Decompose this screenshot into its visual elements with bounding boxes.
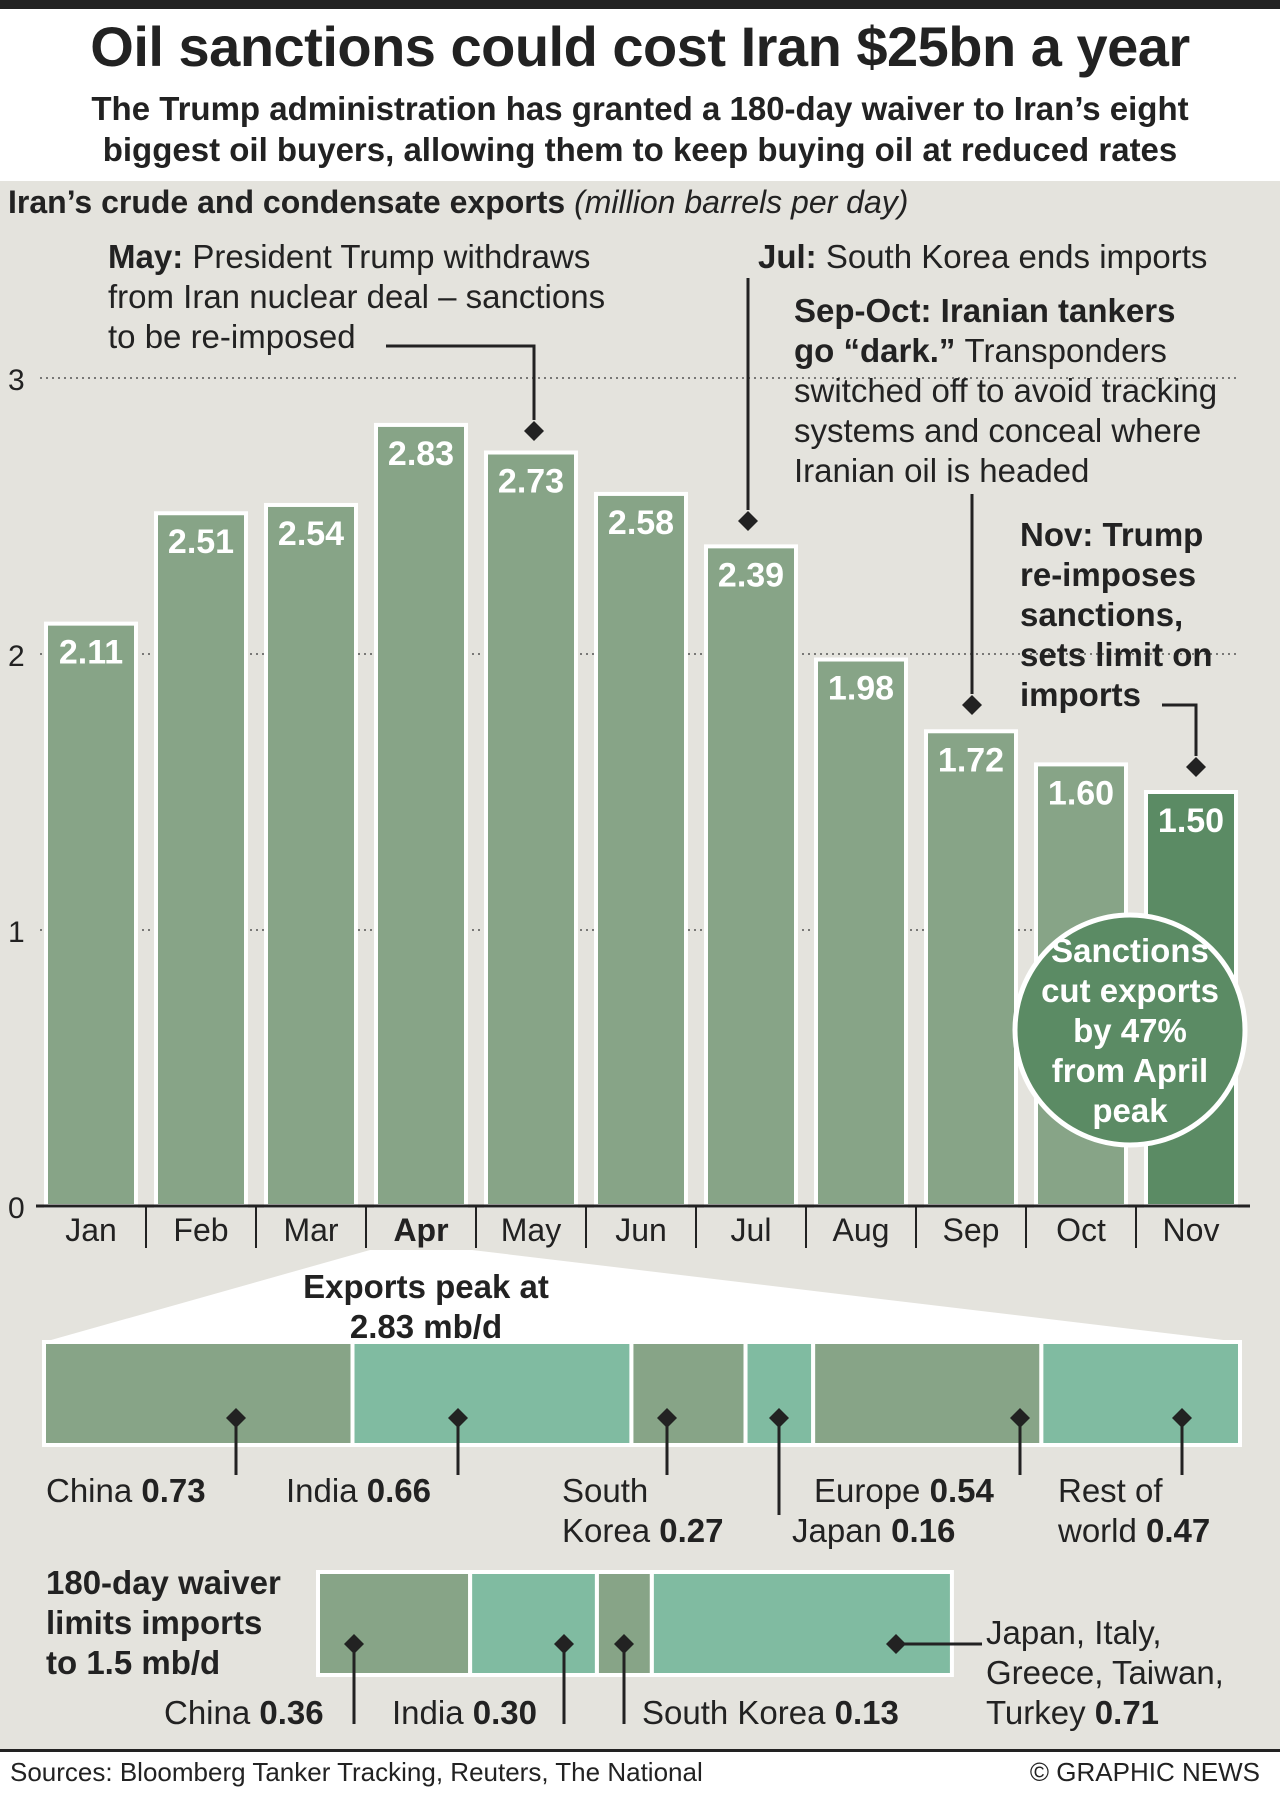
bar-value-label: 1.50 <box>1158 802 1224 840</box>
peak-segment-label: China 0.73 <box>46 1472 206 1509</box>
annotation-sepoct-marker <box>962 695 982 715</box>
peak-breakdown-label: Exports peak at <box>303 1268 549 1305</box>
bar-feb <box>154 511 248 1208</box>
sanctions-callout-text: by 47% <box>1073 1012 1187 1049</box>
annotation-may-line: from Iran nuclear deal – sanctions <box>108 278 605 315</box>
bar-jan <box>44 621 138 1208</box>
sanctions-callout-text: peak <box>1092 1092 1168 1129</box>
y-tick-label: 3 <box>8 364 25 397</box>
waiver-segment-label: Japan, Italy, <box>986 1614 1162 1651</box>
waiver-segment <box>316 1570 473 1677</box>
bar-value-label: 1.72 <box>938 741 1004 779</box>
bar-jun <box>594 491 688 1209</box>
bar-value-label: 1.98 <box>828 670 894 708</box>
x-tick-label: Mar <box>283 1212 338 1248</box>
x-tick-label: Oct <box>1056 1212 1106 1248</box>
chart-heading-title: Iran’s crude and condensate exports <box>8 184 566 220</box>
annotation-may-line: May: President Trump withdraws <box>108 238 590 275</box>
bar-may <box>484 450 578 1208</box>
page-title: Oil sanctions could cost Iran $25bn a ye… <box>90 15 1190 78</box>
annotation-sepoct-line: switched off to avoid tracking <box>794 372 1217 409</box>
waiver-segment <box>649 1570 954 1677</box>
y-tick-label: 0 <box>8 1192 25 1225</box>
peak-segment <box>42 1340 355 1447</box>
waiver-breakdown-label: to 1.5 mb/d <box>46 1644 220 1681</box>
waiver-segment-label: Greece, Taiwan, <box>986 1654 1224 1691</box>
peak-segment-label: Europe 0.54 <box>814 1472 994 1509</box>
page-subtitle: The Trump administration has granted a 1… <box>91 90 1189 168</box>
peak-segment-label: Japan 0.16 <box>792 1512 955 1549</box>
chart-heading-units: (million barrels per day) <box>574 184 909 220</box>
x-tick-label: Feb <box>173 1212 228 1248</box>
peak-zoom-wedge <box>44 1250 1240 1342</box>
bar-jul <box>704 544 798 1208</box>
annotation-jul-marker <box>738 511 758 531</box>
waiver-segment-label: Turkey 0.71 <box>986 1694 1159 1731</box>
waiver-segment-label: India 0.30 <box>392 1694 537 1731</box>
bar-apr <box>374 422 468 1209</box>
bar-value-label: 1.60 <box>1048 774 1114 812</box>
y-tick-label: 1 <box>8 916 25 949</box>
waiver-breakdown-label: 180-day waiver <box>46 1564 281 1601</box>
bar-value-label: 2.73 <box>498 463 564 501</box>
waiver-breakdown-label: limits imports <box>46 1604 262 1641</box>
peak-segment <box>811 1340 1044 1447</box>
annotation-jul: Jul: South Korea ends imports <box>758 238 1207 275</box>
annotation-may-line: to be re-imposed <box>108 318 356 355</box>
bar-value-label: 2.11 <box>59 634 123 672</box>
peak-segment <box>629 1340 748 1447</box>
annotation-nov-line: re-imposes <box>1020 556 1196 593</box>
peak-segment <box>1039 1340 1242 1447</box>
x-tick-label: Jul <box>731 1212 772 1248</box>
x-tick-label: May <box>501 1212 561 1248</box>
annotation-nov-leader <box>1162 703 1198 756</box>
annotation-may-leader <box>386 344 536 420</box>
copyright-credit: © GRAPHIC NEWS <box>1029 1757 1260 1787</box>
sanctions-callout-text: cut exports <box>1041 972 1219 1009</box>
bar-value-label: 2.54 <box>278 515 344 553</box>
peak-segment-label: Korea 0.27 <box>562 1512 723 1549</box>
bar-aug <box>814 657 908 1208</box>
peak-segment <box>350 1340 634 1447</box>
waiver-segment-label: South Korea 0.13 <box>642 1694 899 1731</box>
peak-segment-label: Rest of <box>1058 1472 1163 1509</box>
annotation-nov-line: imports <box>1020 676 1141 713</box>
x-tick-label: Sep <box>943 1212 1000 1248</box>
sanctions-callout-text: from April <box>1052 1052 1208 1089</box>
peak-segment-label: world 0.47 <box>1057 1512 1210 1549</box>
annotation-sepoct-line: Sep-Oct: Iranian tankers <box>794 292 1175 329</box>
waiver-segment <box>468 1570 599 1677</box>
annotation-may-marker <box>524 421 544 441</box>
bar-sep <box>924 729 1018 1209</box>
peak-segment-label: South <box>562 1472 648 1509</box>
bar-value-label: 2.58 <box>608 504 674 542</box>
bar-value-label: 2.51 <box>168 523 234 561</box>
peak-breakdown-label: 2.83 mb/d <box>350 1308 502 1345</box>
annotation-nov-marker <box>1186 757 1206 777</box>
x-tick-label: Jun <box>615 1212 667 1248</box>
sanctions-callout-text: Sanctions <box>1051 932 1209 969</box>
bar-value-label: 2.83 <box>388 435 454 473</box>
peak-segment-label: India 0.66 <box>286 1472 431 1509</box>
footer-rule <box>0 1749 1280 1752</box>
bar-mar <box>264 502 358 1208</box>
sources-note: Sources: Bloomberg Tanker Tracking, Reut… <box>10 1757 703 1787</box>
x-tick-label: Aug <box>833 1212 890 1248</box>
annotation-nov-line: Nov: Trump <box>1020 516 1203 553</box>
annotation-sepoct-line: systems and conceal where <box>794 412 1201 449</box>
y-tick-label: 2 <box>8 640 25 673</box>
x-tick-label: Apr <box>393 1212 448 1248</box>
annotation-sepoct-line: Iranian oil is headed <box>794 452 1089 489</box>
annotation-sepoct-line: go “dark.” Transponders <box>794 332 1167 369</box>
x-tick-label: Jan <box>65 1212 117 1248</box>
annotation-nov-line: sets limit on <box>1020 636 1213 673</box>
chart-heading: Iran’s crude and condensate exports (mil… <box>8 184 908 221</box>
waiver-segment-label: China 0.36 <box>164 1694 324 1731</box>
top-rule <box>0 0 1280 9</box>
bar-value-label: 2.39 <box>718 556 784 594</box>
annotation-nov-line: sanctions, <box>1020 596 1183 633</box>
sanctions-callout-circle <box>1012 912 1248 1148</box>
x-tick-label: Nov <box>1163 1212 1220 1248</box>
